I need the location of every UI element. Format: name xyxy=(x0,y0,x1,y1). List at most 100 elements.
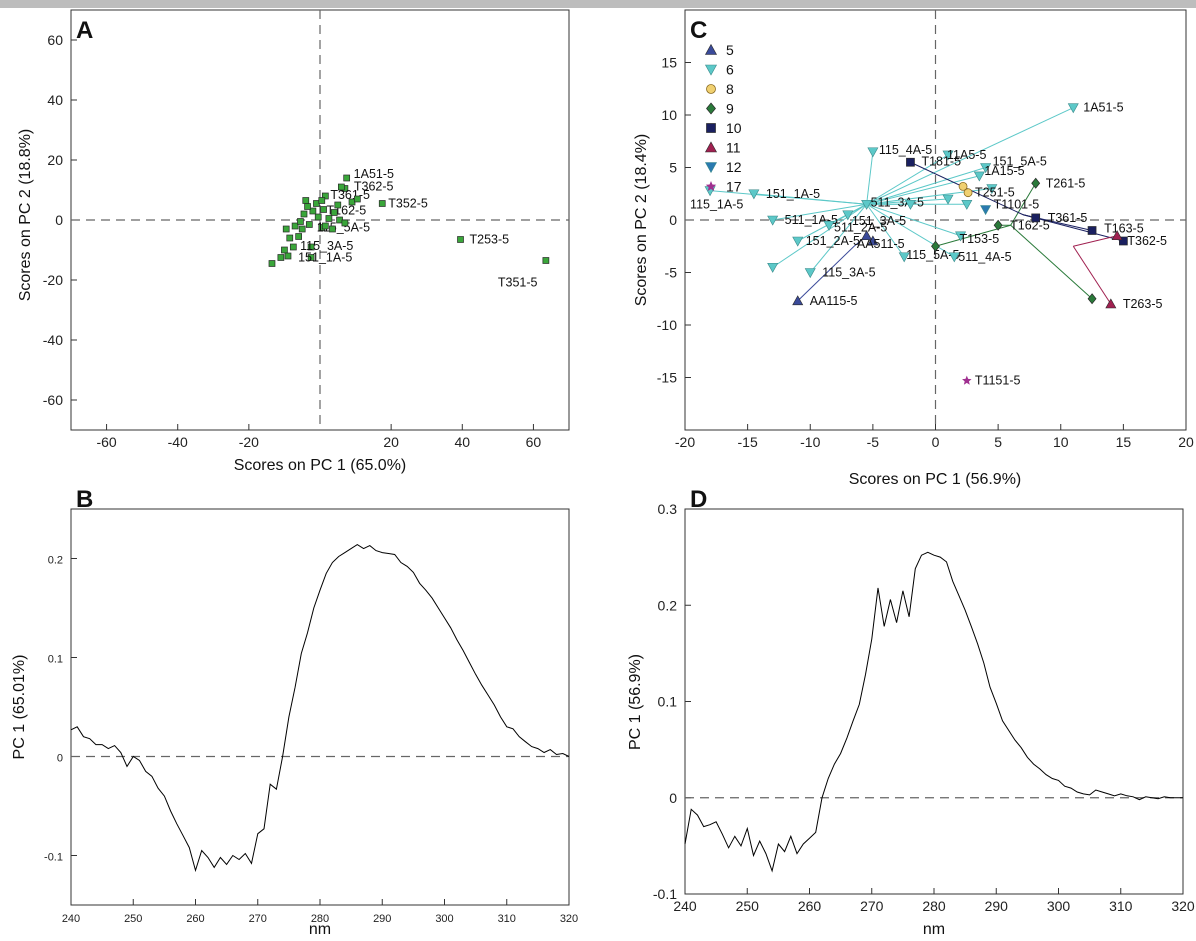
score-point-group-6 xyxy=(767,215,779,226)
y-tick-label-b: -0.1 xyxy=(44,852,63,864)
score-point-a xyxy=(320,206,327,213)
group-connector-line xyxy=(866,203,955,258)
legend-marker-10 xyxy=(706,123,716,133)
x-tick-label-d: 320 xyxy=(1171,898,1195,914)
top-border-bar xyxy=(0,0,1196,8)
plot-frame-d xyxy=(684,508,1184,895)
x-tick-label-b: 240 xyxy=(62,913,80,925)
point-label-c: 511_4A-5 xyxy=(958,250,1011,264)
x-tick-label-d: 270 xyxy=(860,898,884,914)
score-point-group-6 xyxy=(804,268,816,279)
x-tick-label-b: 290 xyxy=(373,913,391,925)
score-point-a xyxy=(542,257,550,264)
score-point-a xyxy=(297,218,304,225)
point-label-c: T153-5 xyxy=(960,232,1000,246)
score-point-a xyxy=(341,219,349,227)
point-label-c: 151_3A-5 xyxy=(852,214,906,228)
score-point-group-6 xyxy=(748,189,760,200)
score-point-group-6 xyxy=(980,163,992,174)
score-point-a xyxy=(354,195,361,203)
x-tick-label-a: -20 xyxy=(239,434,259,450)
x-tick-label-b: 310 xyxy=(498,913,516,925)
x-axis-label-d: nm xyxy=(923,921,945,938)
panel-letter-c: C xyxy=(690,17,707,44)
legend-label-5: 5 xyxy=(726,42,734,58)
score-point-group-11 xyxy=(1105,298,1117,309)
panel-b: 240 250 260 270 280 290 300 310 320 -0.1 0 0.1 0.2 nm… xyxy=(11,486,578,938)
score-point-a xyxy=(305,221,313,228)
x-tick-label-a: -60 xyxy=(96,434,116,450)
score-point-group-6 xyxy=(1067,103,1079,114)
y-tick-label-c: 10 xyxy=(661,107,677,123)
score-point-group-5 xyxy=(867,235,879,246)
score-point-group-6 xyxy=(948,252,960,263)
point-label-c: AA511-5 xyxy=(857,237,905,251)
x-axis-label-b: nm xyxy=(309,921,331,938)
score-point-a xyxy=(325,215,333,222)
y-tick-label-d: 0.3 xyxy=(658,501,678,517)
point-label-c: T251-5 xyxy=(975,185,1015,199)
point-label-a: 1A51-5 xyxy=(354,167,394,181)
y-tick-label-d: 0.1 xyxy=(658,694,678,710)
loading-series-line-d xyxy=(684,551,1183,873)
score-point-group-8 xyxy=(963,188,973,198)
panel-letter-a: A xyxy=(76,17,93,44)
score-point-group-6 xyxy=(955,231,967,242)
point-label-a: 151_1A-5 xyxy=(298,251,352,265)
point-label-c: 115_5A-5 xyxy=(906,248,959,262)
x-axis-label-c: Scores on PC 1 (56.9%) xyxy=(849,471,1022,488)
score-point-group-6 xyxy=(867,147,879,158)
score-point-a xyxy=(295,233,303,240)
point-label-c: T362-5 xyxy=(1127,234,1167,248)
panel-a: -60 -40 -20 20 40 60 -60 -40 -20 0 20 40 60 Scores on… xyxy=(17,9,570,474)
score-point-a xyxy=(307,243,315,251)
legend-marker-12 xyxy=(704,162,718,174)
group-connector-line xyxy=(1010,182,1037,226)
score-point-a xyxy=(337,183,345,191)
score-point-group-6 xyxy=(861,199,873,210)
group-connector-line xyxy=(866,175,980,205)
score-point-a xyxy=(277,254,285,261)
x-tick-label-c: 15 xyxy=(1116,434,1132,450)
group-connector-line xyxy=(1072,245,1112,305)
group-connector-line xyxy=(866,203,905,258)
x-tick-label-b: 250 xyxy=(124,913,142,925)
score-point-group-10 xyxy=(1031,213,1041,223)
y-tick-label-c: -5 xyxy=(665,265,678,281)
x-tick-label-d: 280 xyxy=(922,898,946,914)
group-connector-line xyxy=(866,167,986,205)
point-label-c: T263-5 xyxy=(1123,297,1163,311)
y-tick-label-b: 0.2 xyxy=(48,555,63,567)
point-label-c: T361-5 xyxy=(1048,211,1088,225)
loading-series-line-b xyxy=(70,544,570,873)
group-connector-line xyxy=(809,203,867,273)
point-label-c: T1151-5 xyxy=(975,374,1021,388)
y-tick-label-c: -15 xyxy=(657,370,677,386)
score-point-group-11 xyxy=(1111,230,1123,241)
legend-label-6: 6 xyxy=(726,62,734,78)
x-tick-label-c: 10 xyxy=(1053,434,1069,450)
legend-marker-6 xyxy=(704,64,718,76)
point-label-c: 151_1A-5 xyxy=(766,187,820,201)
point-label-c: 115_1A-5 xyxy=(690,198,743,212)
y-tick-label-c: 15 xyxy=(661,55,677,71)
x-tick-label-b: 320 xyxy=(560,913,578,925)
score-point-group-6 xyxy=(898,252,910,263)
x-tick-label-c: -10 xyxy=(800,434,820,450)
point-label-a: T352-5 xyxy=(388,197,428,211)
legend-marker-11 xyxy=(704,141,718,153)
y-axis-label-d: PC 1 (56.9%) xyxy=(627,654,644,750)
legend-c: 5 6 8 9 10 11 12 17 xyxy=(704,42,742,195)
x-tick-label-d: 310 xyxy=(1109,898,1133,914)
point-label-a: T253-5 xyxy=(470,233,510,247)
legend-marker-17 xyxy=(705,181,717,191)
group-connector-line xyxy=(1010,224,1093,300)
score-point-group-10 xyxy=(1087,226,1097,235)
group-connector-line xyxy=(866,154,949,205)
score-point-a xyxy=(268,260,276,267)
x-tick-label-b: 270 xyxy=(249,913,267,925)
score-point-a xyxy=(304,203,311,210)
point-label-c: 1A51-5 xyxy=(1083,101,1123,115)
score-point-group-6 xyxy=(767,262,779,273)
score-point-a xyxy=(343,174,351,182)
